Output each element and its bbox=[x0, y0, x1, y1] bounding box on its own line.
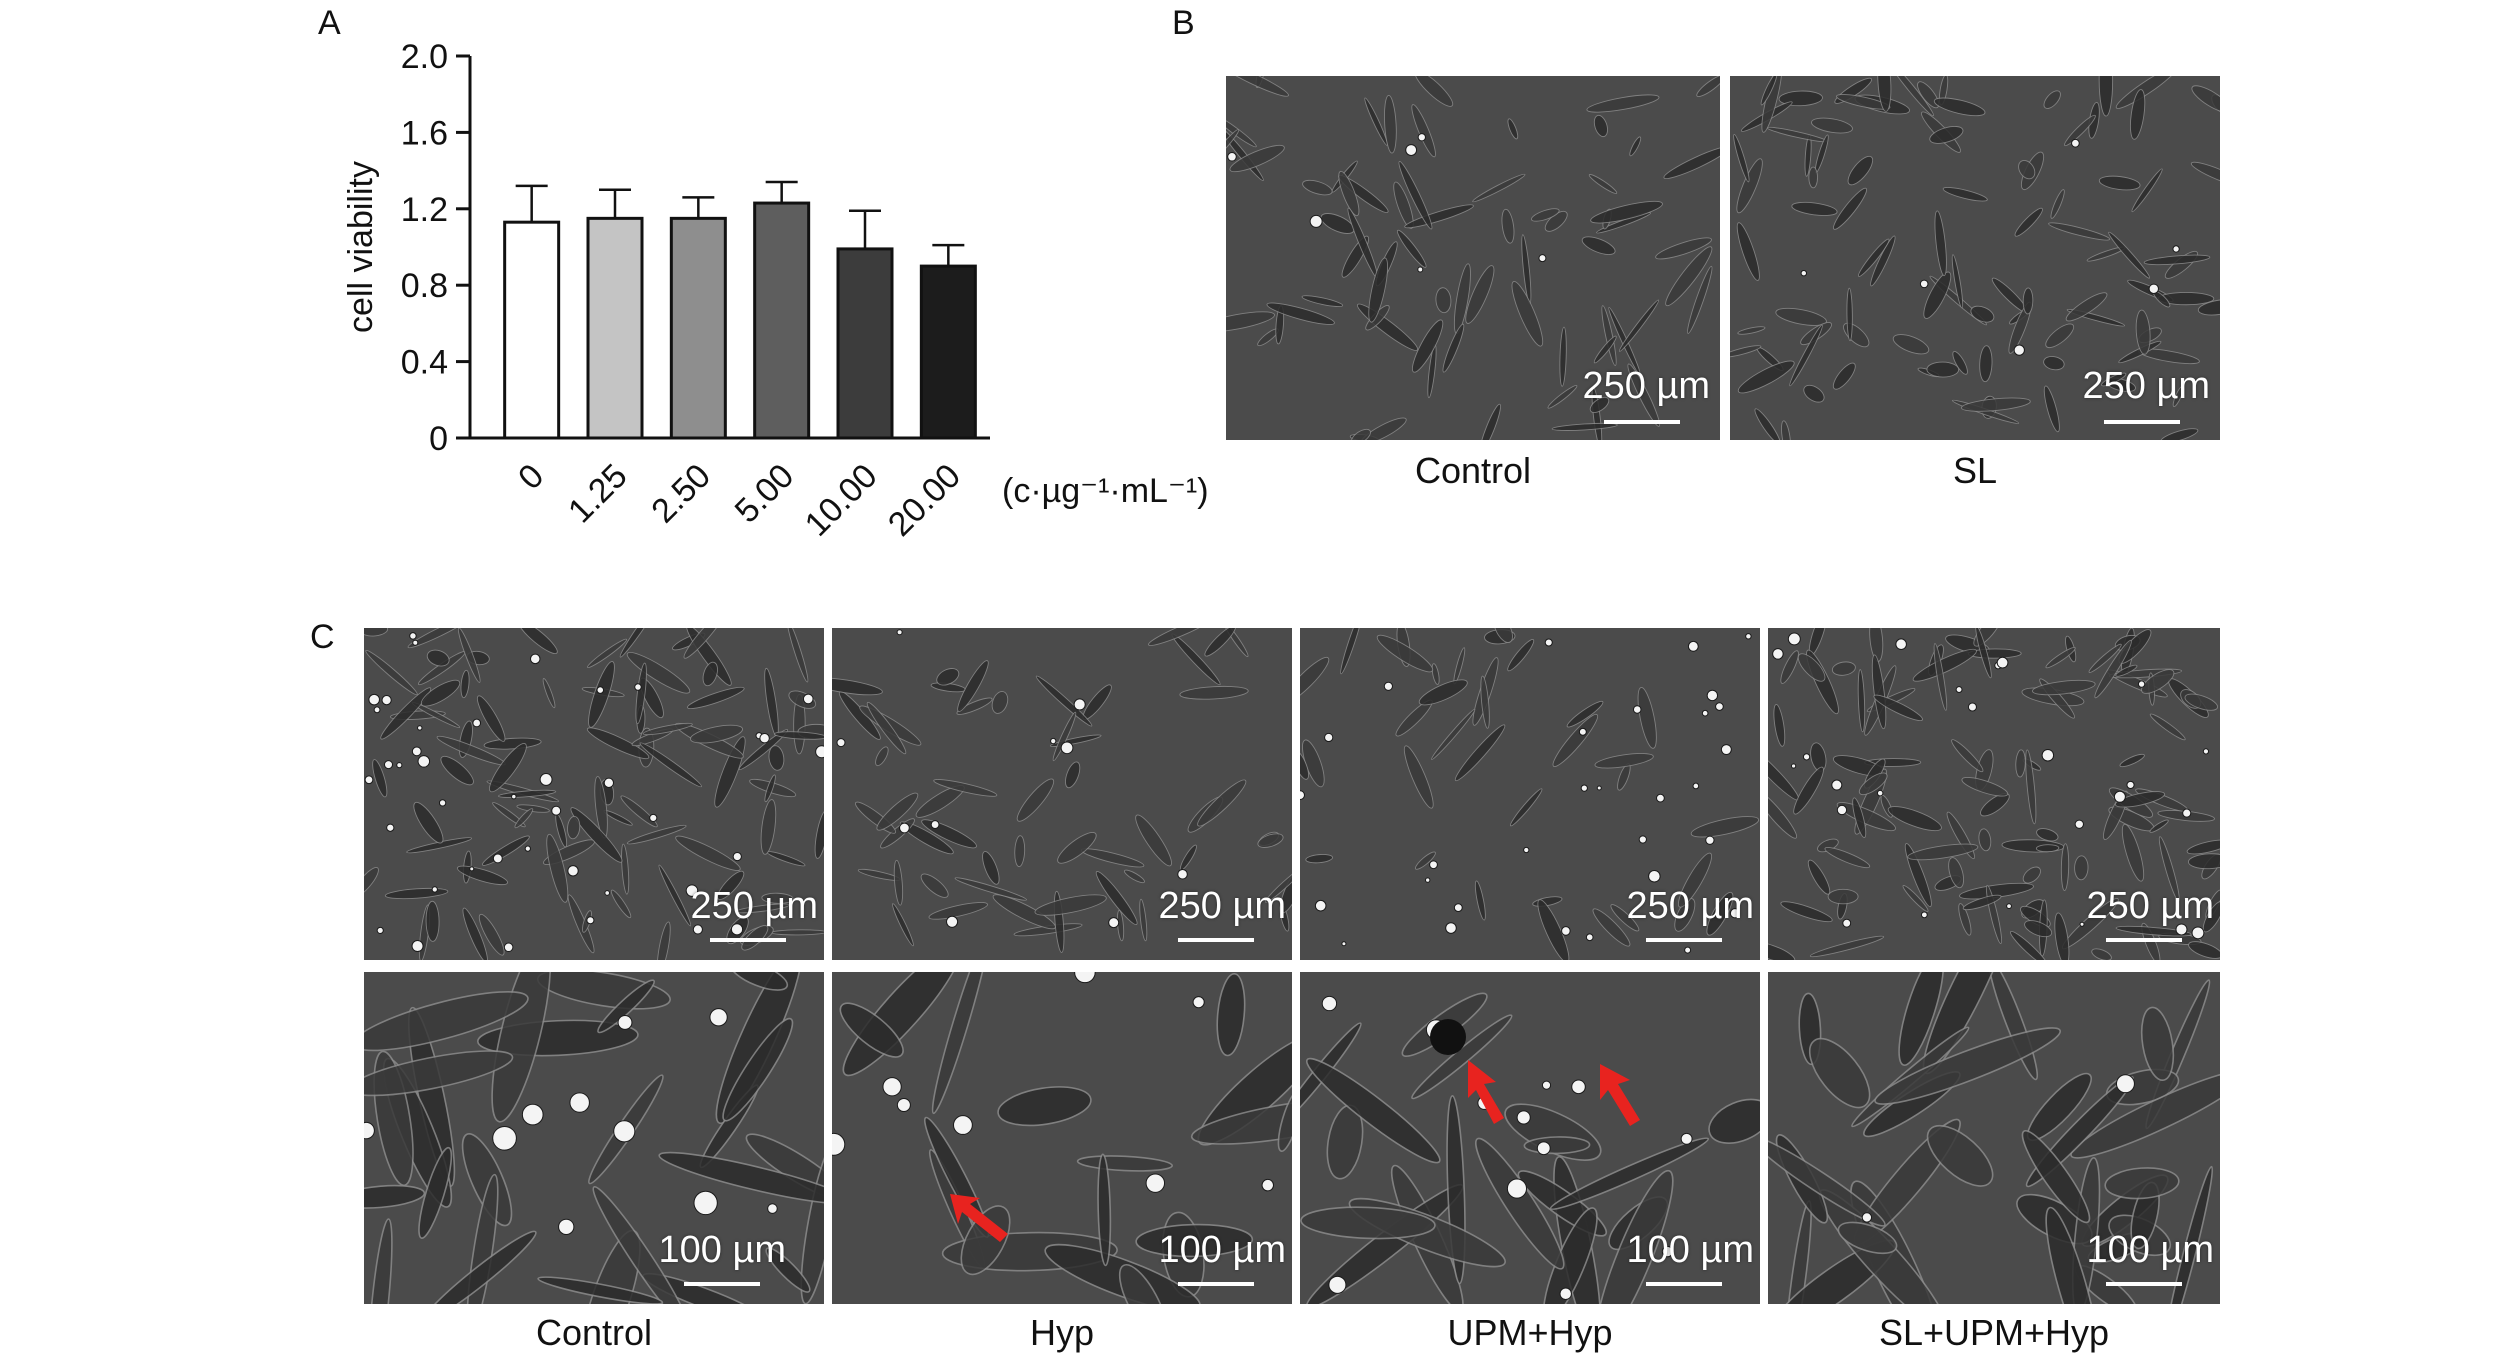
scale-label: 100 µm bbox=[1158, 1229, 1286, 1271]
bar bbox=[753, 201, 811, 440]
micrograph-c-sl-upm-hyp-100: 100 µm bbox=[1768, 972, 2220, 1304]
red-arrows-icon bbox=[1430, 1019, 1640, 1126]
scale-bar bbox=[2106, 1282, 2182, 1286]
scale-label: 250 µm bbox=[690, 885, 818, 927]
scale-bar bbox=[2106, 938, 2182, 942]
y-tick-label: 0.4 bbox=[401, 344, 448, 382]
bar bbox=[503, 220, 561, 440]
scale-label: 250 µm bbox=[2082, 365, 2210, 407]
micrograph-b-control: 250 µm bbox=[1226, 76, 1720, 440]
scale-bar bbox=[1646, 1282, 1722, 1286]
micrograph-c-upm-hyp-100: 100 µm bbox=[1300, 972, 1760, 1304]
scale-label: 100 µm bbox=[1626, 1229, 1754, 1271]
y-tick-label: 2.0 bbox=[401, 38, 448, 76]
x-tick-label: 20.00 bbox=[881, 457, 968, 544]
scale-bar bbox=[684, 1282, 760, 1286]
micrograph-c-control-250: 250 µm bbox=[364, 628, 824, 960]
x-tick-label: 1.25 bbox=[561, 457, 635, 531]
x-tick-label: 5.00 bbox=[728, 457, 802, 531]
scale-label: 100 µm bbox=[658, 1229, 786, 1271]
x-tick-label: 10.00 bbox=[798, 457, 885, 544]
micrograph-c-control-100: 100 µm bbox=[364, 972, 824, 1304]
y-axis-label: cell viability bbox=[342, 161, 380, 333]
scale-label: 250 µm bbox=[1158, 885, 1286, 927]
panel-c-letter: C bbox=[310, 618, 335, 656]
micrograph-c-sl-upm-hyp-250: 250 µm bbox=[1768, 628, 2220, 960]
scale-label: 250 µm bbox=[1582, 365, 1710, 407]
scale-bar bbox=[1646, 938, 1722, 942]
caption-b-control: Control bbox=[1414, 450, 1532, 491]
y-tick-label: 1.6 bbox=[401, 114, 448, 152]
scale-bar bbox=[1178, 1282, 1254, 1286]
micrograph-c-hyp-100: 100 µm bbox=[832, 972, 1292, 1304]
panel-a-letter: A bbox=[318, 4, 341, 42]
caption-c-sl-upm-hyp: SL+UPM+Hyp bbox=[1878, 1312, 2110, 1353]
scale-label: 250 µm bbox=[1626, 885, 1754, 927]
y-tick-label: 0 bbox=[429, 420, 448, 458]
x-tick-label: 2.50 bbox=[644, 457, 718, 531]
scale-bar bbox=[2104, 420, 2180, 424]
caption-c-control: Control bbox=[535, 1312, 653, 1353]
scale-label: 250 µm bbox=[2086, 885, 2214, 927]
bar bbox=[836, 247, 894, 440]
bar bbox=[669, 216, 727, 440]
micrograph-c-hyp-250: 250 µm bbox=[832, 628, 1292, 960]
caption-c-hyp: Hyp bbox=[1029, 1312, 1095, 1353]
red-arrow-icon bbox=[950, 1194, 1008, 1242]
x-tick-label: 0 bbox=[511, 457, 551, 497]
bar bbox=[919, 264, 977, 440]
scale-bar bbox=[1604, 420, 1680, 424]
scale-bar bbox=[1178, 938, 1254, 942]
bar bbox=[586, 216, 644, 440]
micrograph-c-upm-hyp-250: 250 µm bbox=[1300, 628, 1760, 960]
micrograph-b-sl: 250 µm bbox=[1730, 76, 2220, 440]
panel-b-letter: B bbox=[1172, 4, 1195, 42]
y-tick-label: 1.2 bbox=[401, 191, 448, 229]
x-unit-label: (c·µg⁻¹·mL⁻¹) bbox=[1002, 472, 1209, 510]
scale-bar bbox=[710, 938, 786, 942]
caption-b-sl: SL bbox=[1952, 450, 1998, 491]
scale-label: 100 µm bbox=[2086, 1229, 2214, 1271]
y-tick-label: 0.8 bbox=[401, 267, 448, 305]
caption-c-upm-hyp: UPM+Hyp bbox=[1447, 1312, 1613, 1353]
